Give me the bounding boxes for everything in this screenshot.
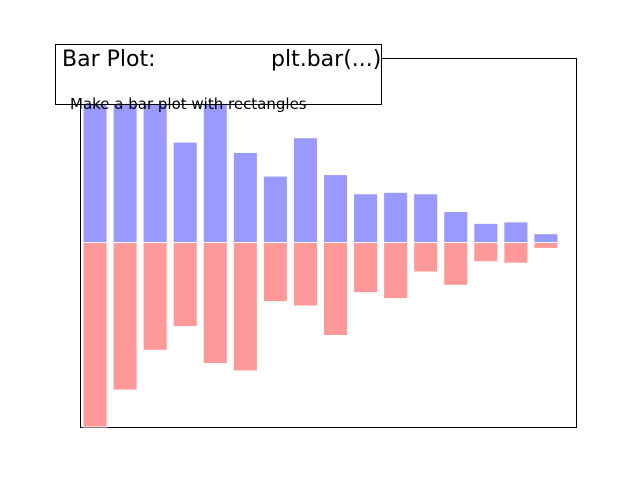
- negative-bar: [383, 242, 409, 300]
- negative-bar: [82, 242, 108, 428]
- negative-bar: [473, 242, 499, 263]
- chart-title: Bar Plot:: [62, 47, 156, 72]
- positive-bar: [353, 193, 379, 244]
- negative-bar: [353, 242, 379, 294]
- negative-bars: [82, 242, 559, 428]
- positive-bar: [383, 191, 409, 243]
- positive-bar: [533, 233, 559, 243]
- negative-bar: [232, 242, 258, 372]
- negative-bar: [112, 242, 138, 391]
- positive-bar: [142, 94, 168, 244]
- negative-bar: [503, 242, 529, 264]
- negative-bar: [443, 242, 469, 286]
- positive-bar: [473, 222, 499, 243]
- positive-bar: [202, 94, 228, 244]
- positive-bar: [503, 221, 529, 243]
- negative-bar: [533, 242, 559, 249]
- title-box: [55, 44, 382, 105]
- positive-bar: [413, 193, 439, 244]
- positive-bar: [292, 137, 318, 243]
- positive-bar: [82, 94, 108, 244]
- negative-bar: [142, 242, 168, 351]
- negative-bar: [322, 242, 349, 336]
- negative-bar: [262, 242, 288, 303]
- chart-subtitle: Make a bar plot with rectangles: [70, 95, 307, 113]
- positive-bar: [112, 94, 138, 244]
- negative-bar: [172, 242, 198, 328]
- positive-bar: [443, 211, 469, 243]
- code-label: plt.bar(...): [271, 47, 382, 72]
- negative-bar: [202, 242, 228, 365]
- positive-bar: [262, 175, 288, 243]
- positive-bar: [322, 174, 349, 244]
- negative-bar: [292, 242, 318, 307]
- negative-bar: [413, 242, 439, 273]
- positive-bar: [232, 151, 258, 244]
- positive-bar: [172, 141, 198, 243]
